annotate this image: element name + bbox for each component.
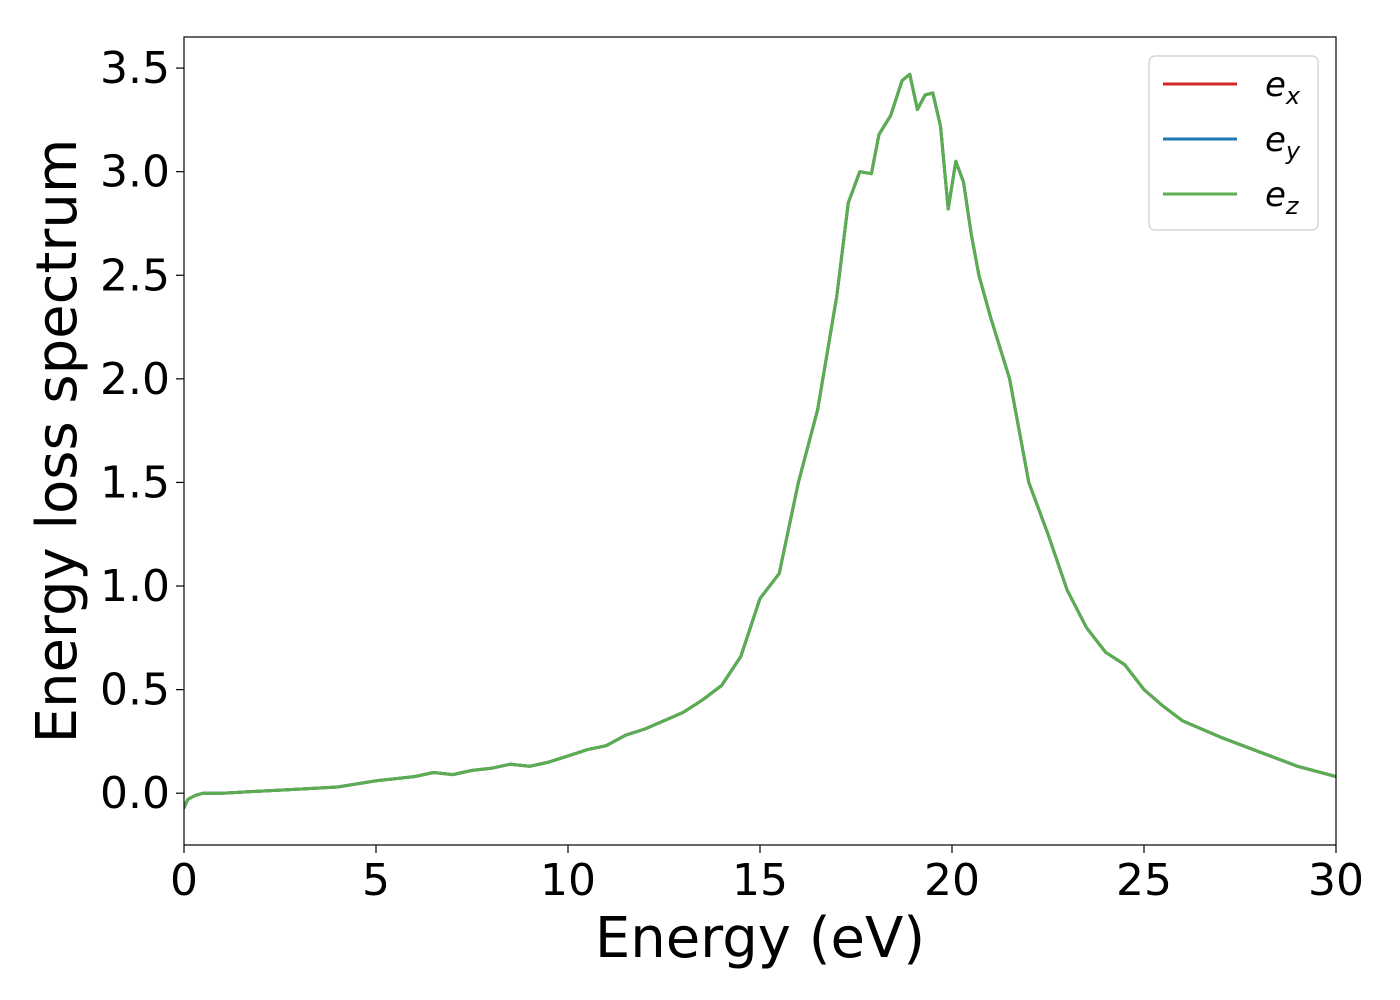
y-tick-label: 1.5 <box>100 457 170 508</box>
y-axis-title: Energy loss spectrum <box>25 139 90 744</box>
y-tick-label: 3.5 <box>100 43 170 94</box>
x-tick-label: 10 <box>540 855 596 906</box>
y-tick-label: 3.0 <box>100 147 170 198</box>
legend-label-y: ey <box>1265 120 1301 165</box>
y-tick-label: 0.0 <box>100 768 170 819</box>
series-lines <box>184 72 1336 810</box>
legend-label-z: ez <box>1265 175 1300 220</box>
y-tick-label: 0.5 <box>100 665 170 716</box>
x-tick-label: 30 <box>1308 855 1364 906</box>
x-tick-label: 15 <box>732 855 788 906</box>
x-tick-label: 5 <box>362 855 390 906</box>
x-tick-label: 20 <box>924 855 980 906</box>
y-tick-label: 1.0 <box>100 561 170 612</box>
legend-box <box>1148 55 1319 231</box>
x-axis-title: Energy (eV) <box>595 906 925 971</box>
legend: ex ey ez <box>1148 55 1319 231</box>
plot-area <box>184 72 1336 810</box>
x-tick-label: 0 <box>170 855 198 906</box>
y-tick-label: 2.5 <box>100 250 170 301</box>
y-tick-label: 2.0 <box>100 354 170 405</box>
axes: 0 5 10 15 20 25 30 0.0 0.5 1.0 1.5 2.0 2.5 3.0 3.5 <box>100 36 1364 906</box>
x-tick-label: 25 <box>1116 855 1172 906</box>
series-line-z <box>184 72 1336 810</box>
legend-label-x: ex <box>1265 65 1301 110</box>
